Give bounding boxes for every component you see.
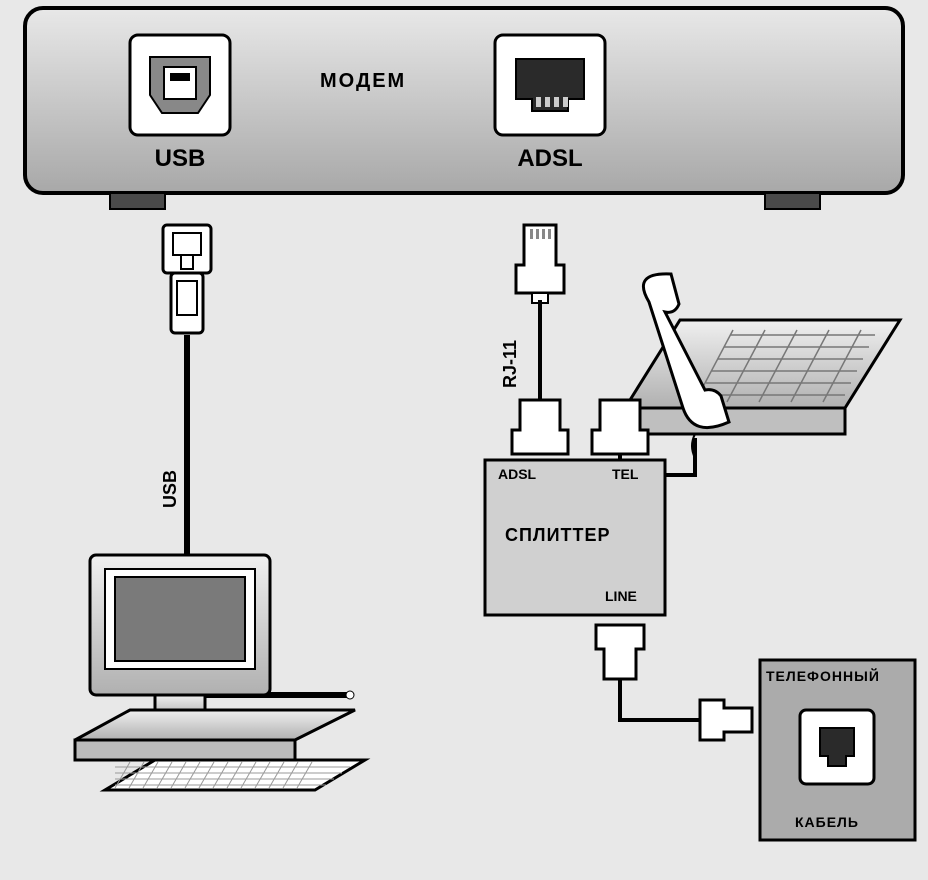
- line-plug-top: [596, 625, 644, 679]
- diagram-canvas: [0, 0, 928, 880]
- wall-bottom-label: КАБЕЛЬ: [795, 814, 859, 830]
- modem-foot-1: [765, 193, 820, 209]
- computer-icon: [75, 555, 365, 790]
- wall-top-label: ТЕЛЕФОННЫЙ: [766, 668, 880, 684]
- splitter-line-label: LINE: [605, 588, 637, 604]
- telephone-icon: [625, 274, 900, 458]
- splitter-tel-label: TEL: [612, 466, 638, 482]
- adsl-port-label: ADSL: [510, 145, 590, 173]
- splitter-adsl-label: ADSL: [498, 466, 536, 482]
- rj11-plug-top: [516, 225, 564, 293]
- modem-foot-0: [110, 193, 165, 209]
- rj11-cable-label: RJ-11: [500, 340, 521, 388]
- splitter-name-label: СПЛИТТЕР: [505, 525, 611, 546]
- line-plug-right: [700, 700, 752, 740]
- usb-port-label: USB: [150, 145, 210, 173]
- line-cable: [620, 680, 700, 720]
- modem-label: МОДЕМ: [320, 70, 406, 93]
- usb-cable-label: USB: [160, 470, 181, 508]
